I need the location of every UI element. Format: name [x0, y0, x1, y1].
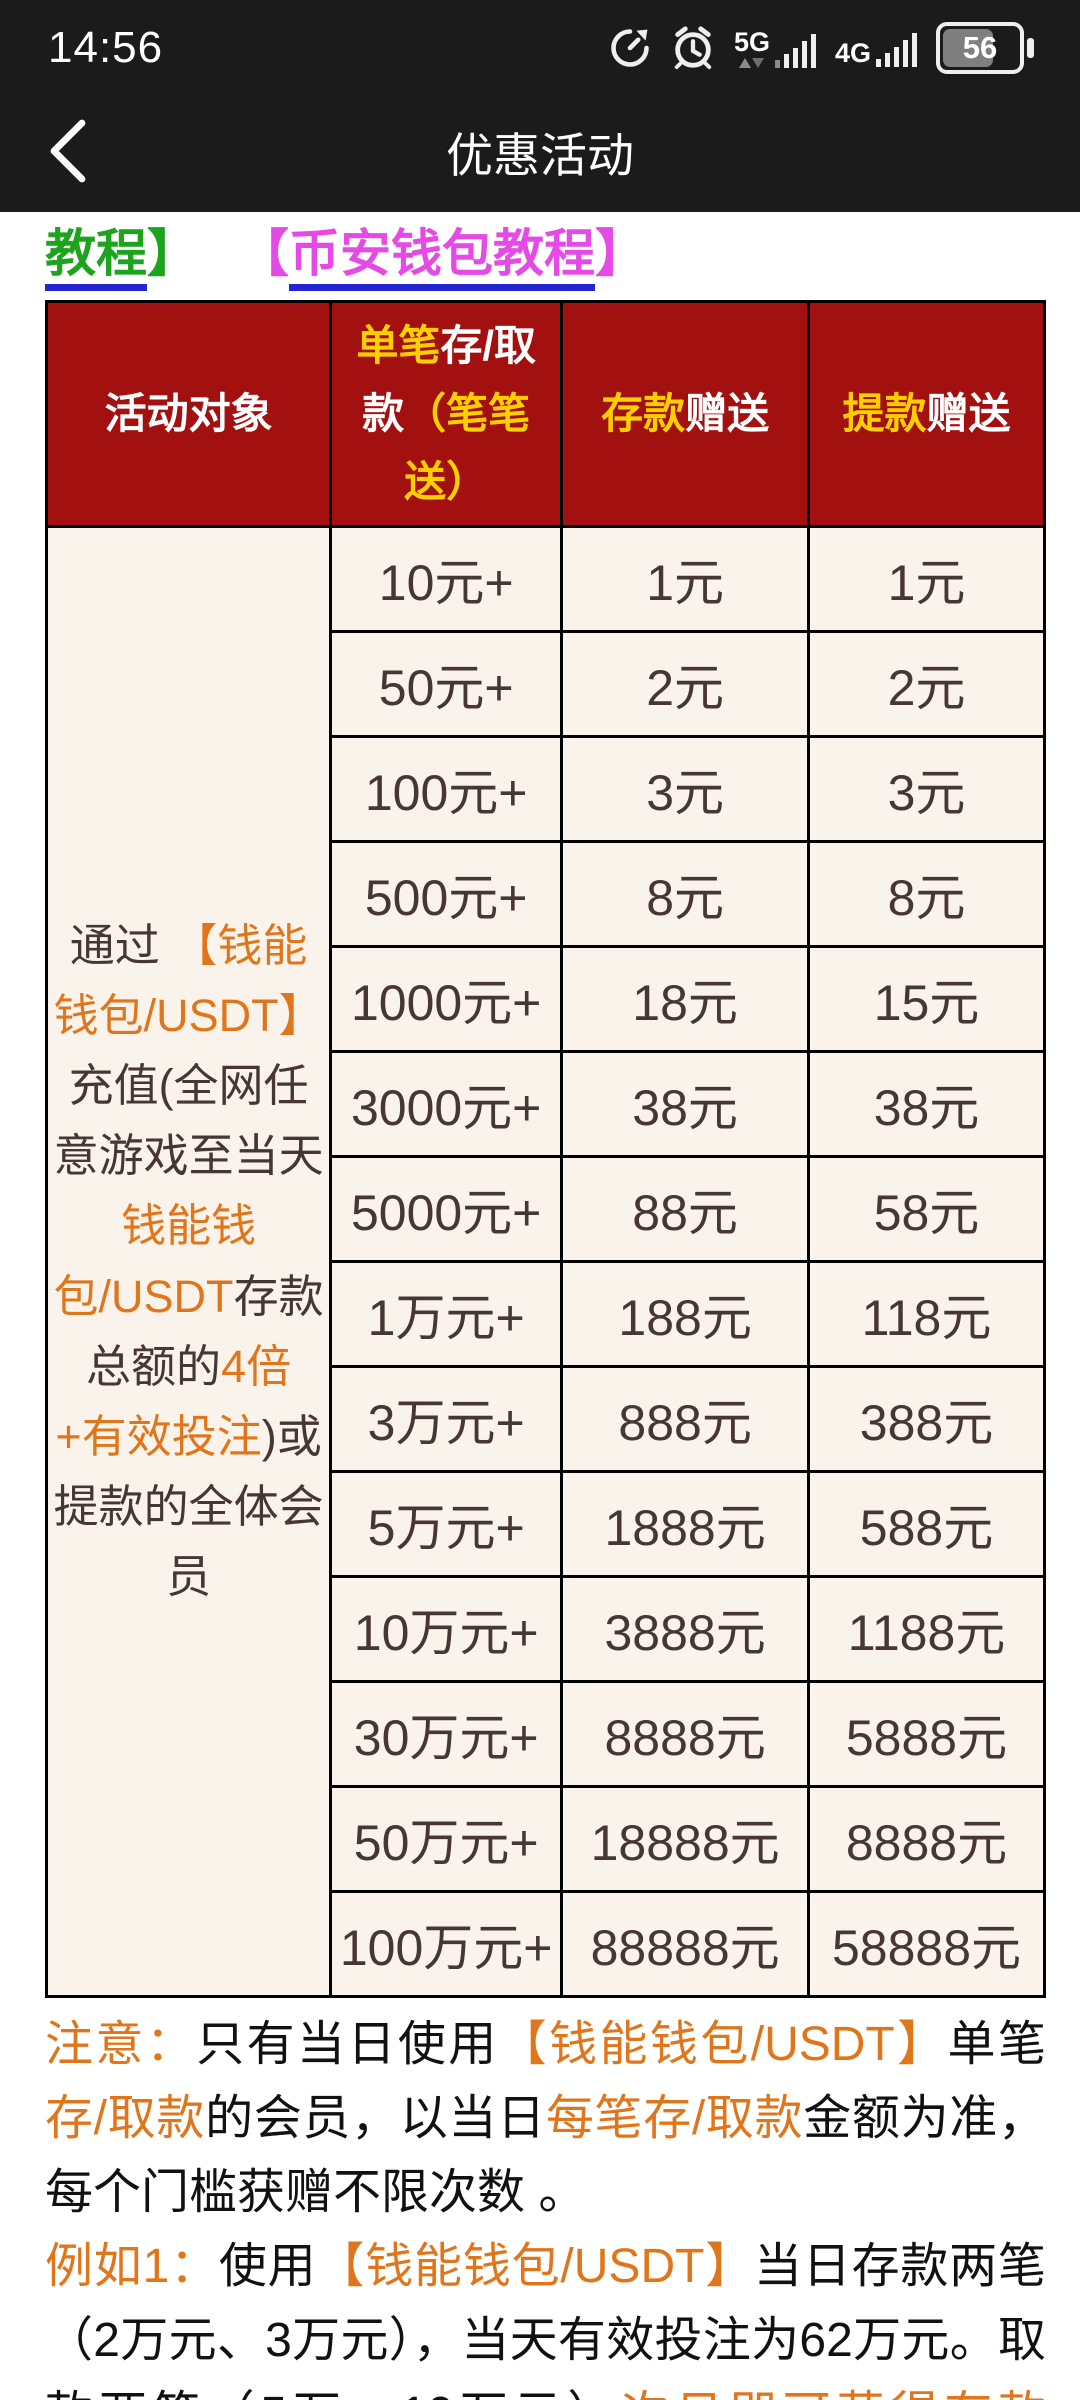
promo-table: 活动对象 单笔存/取款（笔笔送） 存款赠送 提款赠送 通过 【钱能钱包/USDT… [45, 300, 1046, 1998]
table-cell-threshold: 100万元+ [332, 1893, 561, 1995]
data-activity-arrows-icon [739, 57, 765, 68]
tutorial-links-row: 教程】 【币安钱包教程】 [0, 212, 1080, 300]
table-cell-threshold: 10元+ [332, 528, 561, 630]
signal-5g-icon: 5G [733, 26, 817, 68]
table-cell-withdraw: 1元 [810, 528, 1043, 630]
network-4g-label: 4G [834, 38, 871, 68]
note-paragraph-notice: 注意：只有当日使用【钱能钱包/USDT】单笔存/取款的会员，以当日每笔存/取款金… [45, 2018, 1046, 2219]
table-cell-deposit: 18元 [563, 948, 808, 1050]
table-cell-threshold: 1000元+ [332, 948, 561, 1050]
table-cell-deposit: 188元 [563, 1263, 808, 1365]
table-cell-threshold: 50元+ [332, 633, 561, 735]
table-cell-deposit: 1元 [563, 528, 808, 630]
table-cell-threshold: 3000元+ [332, 1053, 561, 1155]
link-text: 教程 [45, 225, 148, 291]
table-cell-threshold: 30万元+ [332, 1683, 561, 1785]
battery-percent: 56 [962, 30, 998, 65]
table-cell-deposit: 8888元 [563, 1683, 808, 1785]
table-cell-withdraw: 3元 [810, 738, 1043, 840]
table-cell-deposit: 88888元 [563, 1893, 808, 1995]
notes-section: 注意：只有当日使用【钱能钱包/USDT】单笔存/取款的会员，以当日每笔存/取款金… [45, 2008, 1046, 2400]
link-prefix: 【 [238, 225, 290, 282]
table-cell-withdraw: 58888元 [810, 1893, 1043, 1995]
table-cell-deposit: 3888元 [563, 1578, 808, 1680]
alarm-icon [670, 25, 716, 71]
note-paragraph-example1: 例如1：使用【钱能钱包/USDT】当日存款两笔（2万元、3万元），当天有效投注为… [45, 2240, 1046, 2400]
table-cell-threshold: 5万元+ [332, 1473, 561, 1575]
table-cell-withdraw: 15元 [810, 948, 1043, 1050]
table-cell-withdraw: 2元 [810, 633, 1043, 735]
header-cell-per-transaction: 单笔存/取款（笔笔送） [332, 303, 561, 525]
header-cell-deposit-bonus: 存款赠送 [563, 303, 808, 525]
network-5g-label: 5G [733, 26, 770, 57]
table-cell-withdraw: 588元 [810, 1473, 1043, 1575]
status-icons: 5G 4G [608, 22, 1036, 74]
table-cell-withdraw: 38元 [810, 1053, 1043, 1155]
table-cell-deposit: 2元 [563, 633, 808, 735]
data-saver-icon [608, 26, 652, 70]
header-cell-withdraw-bonus: 提款赠送 [810, 303, 1043, 525]
table-cell-threshold: 10万元+ [332, 1578, 561, 1680]
table-cell-deposit: 8元 [563, 843, 808, 945]
table-cell-threshold: 50万元+ [332, 1788, 561, 1890]
link-text: 币安钱包教程 [289, 225, 596, 291]
signal-4g-icon: 4G [835, 29, 918, 67]
link-suffix: 】 [595, 225, 647, 282]
battery-icon: 56 [936, 22, 1034, 74]
link-suffix: 】 [147, 225, 199, 282]
page-title: 优惠活动 [446, 128, 634, 182]
status-bar: 14:56 5G [0, 0, 1080, 90]
clock-time: 14:56 [48, 23, 164, 72]
table-cell-deposit: 38元 [563, 1053, 808, 1155]
table-cell-deposit: 18888元 [563, 1788, 808, 1890]
tutorial-link-binance-wallet[interactable]: 【币安钱包教程】 [238, 212, 647, 291]
battery-fill [943, 29, 993, 67]
activity-target-cell: 通过 【钱能钱包/USDT】 充值(全网任意游戏至当天钱能钱包/USDT存款总额… [48, 528, 330, 1995]
table-cell-deposit: 3元 [563, 738, 808, 840]
table-cell-withdraw: 388元 [810, 1368, 1043, 1470]
table-cell-deposit: 88元 [563, 1158, 808, 1260]
battery-terminal [1027, 38, 1034, 58]
table-cell-deposit: 1888元 [563, 1473, 808, 1575]
nav-bar: 优惠活动 [0, 90, 1080, 212]
table-cell-threshold: 500元+ [332, 843, 561, 945]
table-cell-withdraw: 118元 [810, 1263, 1043, 1365]
tutorial-link-qianneng[interactable]: 教程】 [45, 212, 199, 291]
back-button[interactable] [38, 116, 98, 186]
table-cell-threshold: 3万元+ [332, 1368, 561, 1470]
table-cell-withdraw: 58元 [810, 1158, 1043, 1260]
table-cell-withdraw: 1188元 [810, 1578, 1043, 1680]
back-chevron-icon [50, 119, 86, 183]
table-cell-threshold: 1万元+ [332, 1263, 561, 1365]
table-cell-withdraw: 5888元 [810, 1683, 1043, 1785]
table-cell-threshold: 5000元+ [332, 1158, 561, 1260]
table-cell-deposit: 888元 [563, 1368, 808, 1470]
table-cell-withdraw: 8元 [810, 843, 1043, 945]
header-cell-activity-target: 活动对象 [48, 303, 330, 525]
table-cell-withdraw: 8888元 [810, 1788, 1043, 1890]
table-cell-threshold: 100元+ [332, 738, 561, 840]
